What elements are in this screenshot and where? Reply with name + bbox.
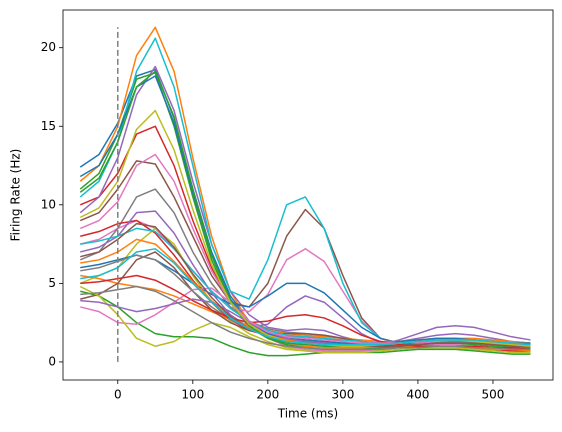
x-tick-label: 0 [114, 388, 122, 402]
x-tick-label: 300 [331, 388, 354, 402]
y-tick-label: 10 [41, 197, 56, 211]
series-line [80, 290, 531, 357]
series-line [80, 219, 531, 344]
series-line [79, 65, 531, 344]
series-line [80, 248, 531, 346]
series-line [80, 298, 531, 347]
series-line [80, 287, 531, 352]
series-line [80, 219, 531, 352]
y-tick-label: 0 [48, 354, 56, 368]
x-tick-label: 200 [256, 388, 279, 402]
series-line [79, 75, 531, 344]
series-line [80, 254, 531, 347]
x-tick-label: 500 [482, 388, 505, 402]
series-line [79, 160, 531, 346]
series-line [79, 188, 531, 347]
y-axis-label: Firing Rate (Hz) [9, 149, 23, 242]
y-tick-label: 20 [41, 40, 56, 54]
x-axis-label: Time (ms) [277, 407, 339, 421]
series-line [79, 285, 531, 354]
y-tick-label: 15 [41, 119, 56, 133]
x-tick-label: 100 [181, 388, 204, 402]
x-tick-label: 400 [406, 388, 429, 402]
series-line [79, 68, 531, 347]
series-line [80, 254, 531, 347]
series-line [80, 285, 531, 351]
plot-frame [62, 9, 554, 381]
y-tick-label: 5 [48, 276, 56, 290]
